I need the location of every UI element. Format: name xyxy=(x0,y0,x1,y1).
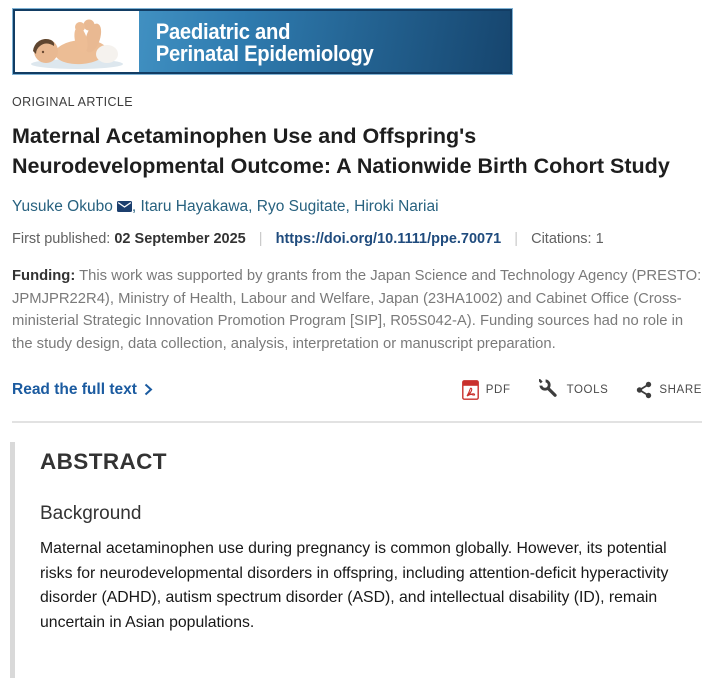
author-list: Yusuke OkuboItaru HayakawaRyo SugitateHi… xyxy=(12,198,702,216)
pdf-file-icon xyxy=(461,379,479,400)
read-full-text-link[interactable]: Read the full text xyxy=(12,381,153,399)
author-link[interactable]: Itaru Hayakawa xyxy=(140,198,256,215)
share-button[interactable]: SHARE xyxy=(636,381,702,399)
journal-title-line1: Paediatric and xyxy=(155,19,291,44)
pdf-button[interactable]: PDF xyxy=(461,379,511,400)
share-nodes-icon xyxy=(637,381,652,398)
author-link[interactable]: Ryo Sugitate xyxy=(257,198,354,215)
journal-banner-background: Paediatric and Perinatal Epidemiology xyxy=(15,11,510,72)
envelope-icon[interactable] xyxy=(116,201,132,212)
toolbar: PDF TOOLS SHARE xyxy=(461,379,702,400)
separator: | xyxy=(514,231,519,247)
publication-info: First published: 02 September 2025 | htt… xyxy=(12,231,702,247)
journal-title: Paediatric and Perinatal Epidemiology xyxy=(141,11,374,72)
abstract-heading: ABSTRACT xyxy=(40,449,167,474)
section-divider xyxy=(12,421,702,423)
share-label: SHARE xyxy=(659,383,702,396)
abstract-subheading-background: Background xyxy=(40,503,142,524)
article-title: Maternal Acetaminophen Use and Offspring… xyxy=(12,124,670,178)
abstract-background-text: Maternal acetaminophen use during pregna… xyxy=(40,540,669,631)
pdf-label: PDF xyxy=(485,383,511,396)
funding-label: Funding: xyxy=(12,268,76,284)
tools-label: TOOLS xyxy=(566,383,609,396)
doi-link[interactable]: https://doi.org/10.1111/ppe.70071 xyxy=(275,231,502,247)
citations-count[interactable]: Citations: 1 xyxy=(531,231,604,247)
author-link[interactable]: Hiroki Nariai xyxy=(354,198,439,215)
chevron-right-icon xyxy=(144,383,153,396)
funding-statement: Funding: This work was supported by gran… xyxy=(12,265,702,355)
separator: | xyxy=(258,231,263,247)
first-published-date: 02 September 2025 xyxy=(114,231,246,247)
abstract-section: ABSTRACT Background Maternal acetaminoph… xyxy=(10,442,702,678)
tools-button[interactable]: TOOLS xyxy=(538,379,609,400)
funding-text: This work was supported by grants from t… xyxy=(12,268,702,352)
read-full-text-label: Read the full text xyxy=(12,380,137,398)
wrench-icon xyxy=(538,379,557,397)
author-link[interactable]: Yusuke Okubo xyxy=(12,198,140,215)
actions-row: Read the full text PDF TOOLS xyxy=(12,379,702,400)
journal-title-line2: Perinatal Epidemiology xyxy=(155,41,374,66)
first-published-label: First published: xyxy=(12,231,111,247)
baby-photo-illustration xyxy=(31,19,123,69)
journal-banner[interactable]: Paediatric and Perinatal Epidemiology xyxy=(12,8,513,75)
journal-cover-image xyxy=(15,11,139,72)
article-type-kicker: ORIGINAL ARTICLE xyxy=(12,95,134,109)
